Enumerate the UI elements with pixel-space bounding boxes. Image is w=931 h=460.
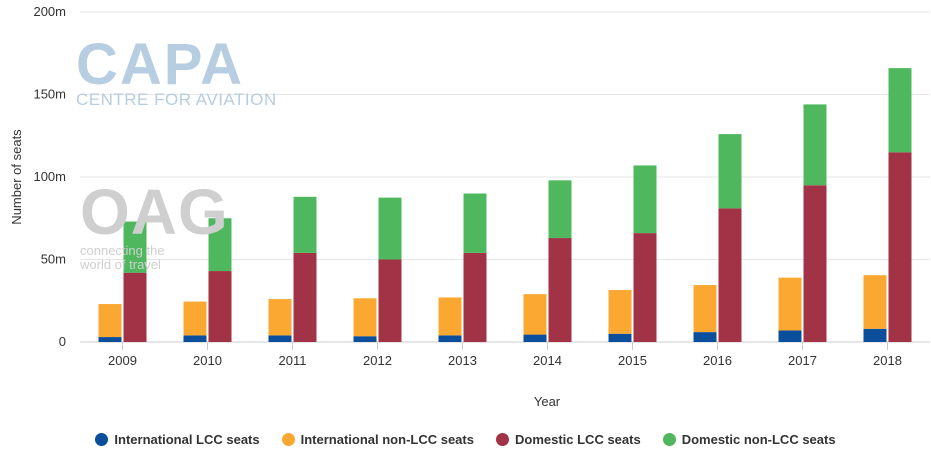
bar-segment bbox=[183, 335, 207, 342]
bar-segment bbox=[98, 337, 122, 342]
legend-item-domestic-lcc[interactable]: Domestic LCC seats bbox=[495, 428, 641, 450]
x-tick-label: 2013 bbox=[448, 353, 477, 368]
x-tick-label: 2015 bbox=[618, 353, 647, 368]
bar-segment bbox=[863, 275, 887, 329]
bar-segment bbox=[378, 259, 402, 342]
legend-label: Domestic LCC seats bbox=[514, 431, 641, 447]
oag-logo-tagline-1: connecting the bbox=[80, 243, 165, 258]
oag-logo-text: OAG bbox=[80, 176, 229, 248]
bar-segment bbox=[803, 104, 827, 186]
bar-segment bbox=[693, 332, 717, 342]
bar-segment bbox=[608, 290, 632, 334]
bar-segment bbox=[268, 299, 292, 336]
bar-segment bbox=[633, 165, 657, 234]
bar-segment bbox=[863, 328, 887, 342]
y-tick-label: 200m bbox=[33, 4, 66, 19]
bar-segment bbox=[208, 218, 232, 272]
bar-segment bbox=[778, 330, 802, 342]
legend: International LCC seats International no… bbox=[0, 428, 931, 450]
legend-label: International LCC seats bbox=[114, 431, 260, 447]
bar-segment bbox=[523, 334, 547, 342]
y-tick-label: 150m bbox=[33, 87, 66, 102]
capa-watermark: CAPA CENTRE FOR AVIATION bbox=[76, 36, 277, 110]
capa-logo-text: CAPA bbox=[76, 32, 245, 97]
bar-segment bbox=[523, 294, 547, 335]
x-tick-label: 2014 bbox=[533, 353, 562, 368]
bar-segment bbox=[463, 193, 487, 253]
bar-segment bbox=[268, 335, 292, 342]
bar-segment bbox=[693, 285, 717, 333]
y-tick-label: 100m bbox=[33, 169, 66, 184]
bar-segment bbox=[888, 68, 912, 153]
bar-segment bbox=[778, 277, 802, 331]
legend-label: International non-LCC seats bbox=[300, 431, 474, 447]
bar-segment bbox=[183, 301, 207, 336]
bar-segment bbox=[293, 252, 317, 342]
x-tick-label: 2009 bbox=[108, 353, 137, 368]
legend-marker bbox=[95, 432, 109, 446]
x-tick-labels: 2009 2010 2011 2012 2013 2014 2015 2016 2017 2018 bbox=[108, 353, 902, 368]
capa-logo-subtitle: CENTRE FOR AVIATION bbox=[76, 90, 277, 109]
bar-segment bbox=[888, 152, 912, 342]
legend-marker bbox=[662, 432, 676, 446]
bar-segment bbox=[208, 271, 232, 342]
bar-segment bbox=[718, 134, 742, 209]
x-tick-label: 2018 bbox=[873, 353, 902, 368]
x-axis-label: Year bbox=[534, 394, 561, 409]
x-tick-label: 2011 bbox=[279, 353, 307, 368]
legend-item-international-lcc[interactable]: International LCC seats bbox=[95, 428, 260, 450]
bar-segment bbox=[123, 272, 147, 342]
oag-logo-tagline-2: world of travel bbox=[80, 257, 161, 272]
x-tick-label: 2016 bbox=[703, 353, 732, 368]
bar-segment bbox=[98, 304, 122, 338]
y-tick-labels: 0 50m 100m 150m 200m bbox=[33, 4, 66, 349]
bar-segment bbox=[353, 298, 377, 337]
bar-segment bbox=[293, 196, 317, 253]
bar-segment bbox=[378, 197, 402, 260]
y-axis-label: Number of seats bbox=[9, 129, 24, 225]
x-tick-label: 2010 bbox=[193, 353, 222, 368]
bar-segment bbox=[548, 180, 572, 239]
bar-segment bbox=[353, 336, 377, 342]
oag-watermark: OAG connecting the world of travel bbox=[80, 180, 229, 272]
bar-segment bbox=[608, 333, 632, 342]
legend-item-international-non-lcc[interactable]: International non-LCC seats bbox=[281, 428, 474, 450]
legend-label: Domestic non-LCC seats bbox=[681, 431, 836, 447]
x-tick-label: 2017 bbox=[788, 353, 817, 368]
bar-segment bbox=[548, 238, 572, 342]
bar-segment bbox=[633, 233, 657, 342]
legend-item-domestic-non-lcc[interactable]: Domestic non-LCC seats bbox=[662, 428, 836, 450]
bar-segment bbox=[803, 185, 827, 342]
y-tick-label: 0 bbox=[59, 334, 66, 349]
bar-segment bbox=[123, 221, 147, 273]
legend-marker bbox=[495, 432, 509, 446]
bar-segment bbox=[438, 335, 462, 342]
bars bbox=[98, 68, 912, 342]
bar-segment bbox=[718, 208, 742, 342]
bar-segment bbox=[438, 297, 462, 336]
y-tick-label: 50m bbox=[41, 252, 66, 267]
bar-segment bbox=[463, 252, 487, 342]
x-tick-label: 2012 bbox=[363, 353, 392, 368]
legend-marker bbox=[281, 432, 295, 446]
stacked-bar-chart: 0 50m 100m 150m 200m 2009 2010 2011 2012 2013 201… bbox=[9, 4, 930, 409]
